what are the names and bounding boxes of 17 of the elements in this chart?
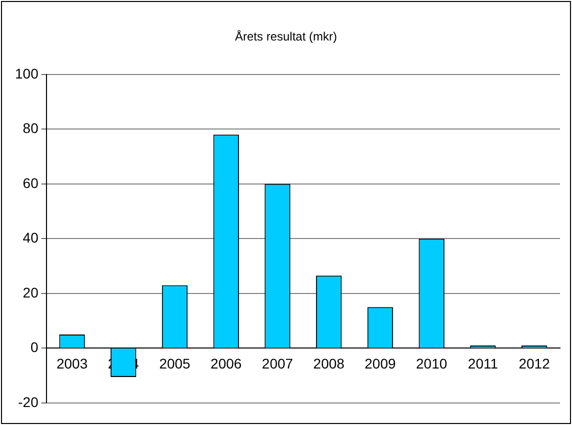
y-tick-label: 0 [30,339,39,356]
y-tick-label: -20 [18,394,39,410]
chart-title: Årets resultat (mkr) [234,30,338,44]
y-tick-label: 60 [22,174,39,191]
x-tick-label: 2011 [468,355,498,372]
y-tick-label: 20 [22,284,39,300]
x-tick-label: 2006 [210,355,242,372]
x-tick-label: 2012 [518,355,550,372]
x-tick-label: 2009 [364,355,396,372]
x-tick-label: 2007 [262,355,294,372]
x-tick-label: 2005 [159,355,191,372]
y-tick-label: 100 [15,65,39,82]
x-tick-label: 2008 [313,355,345,372]
y-tick-label: 80 [22,120,39,136]
x-tick-label: 2010 [416,355,448,372]
x-tick-label: 2003 [56,355,88,372]
y-tick-label: 40 [22,230,39,246]
